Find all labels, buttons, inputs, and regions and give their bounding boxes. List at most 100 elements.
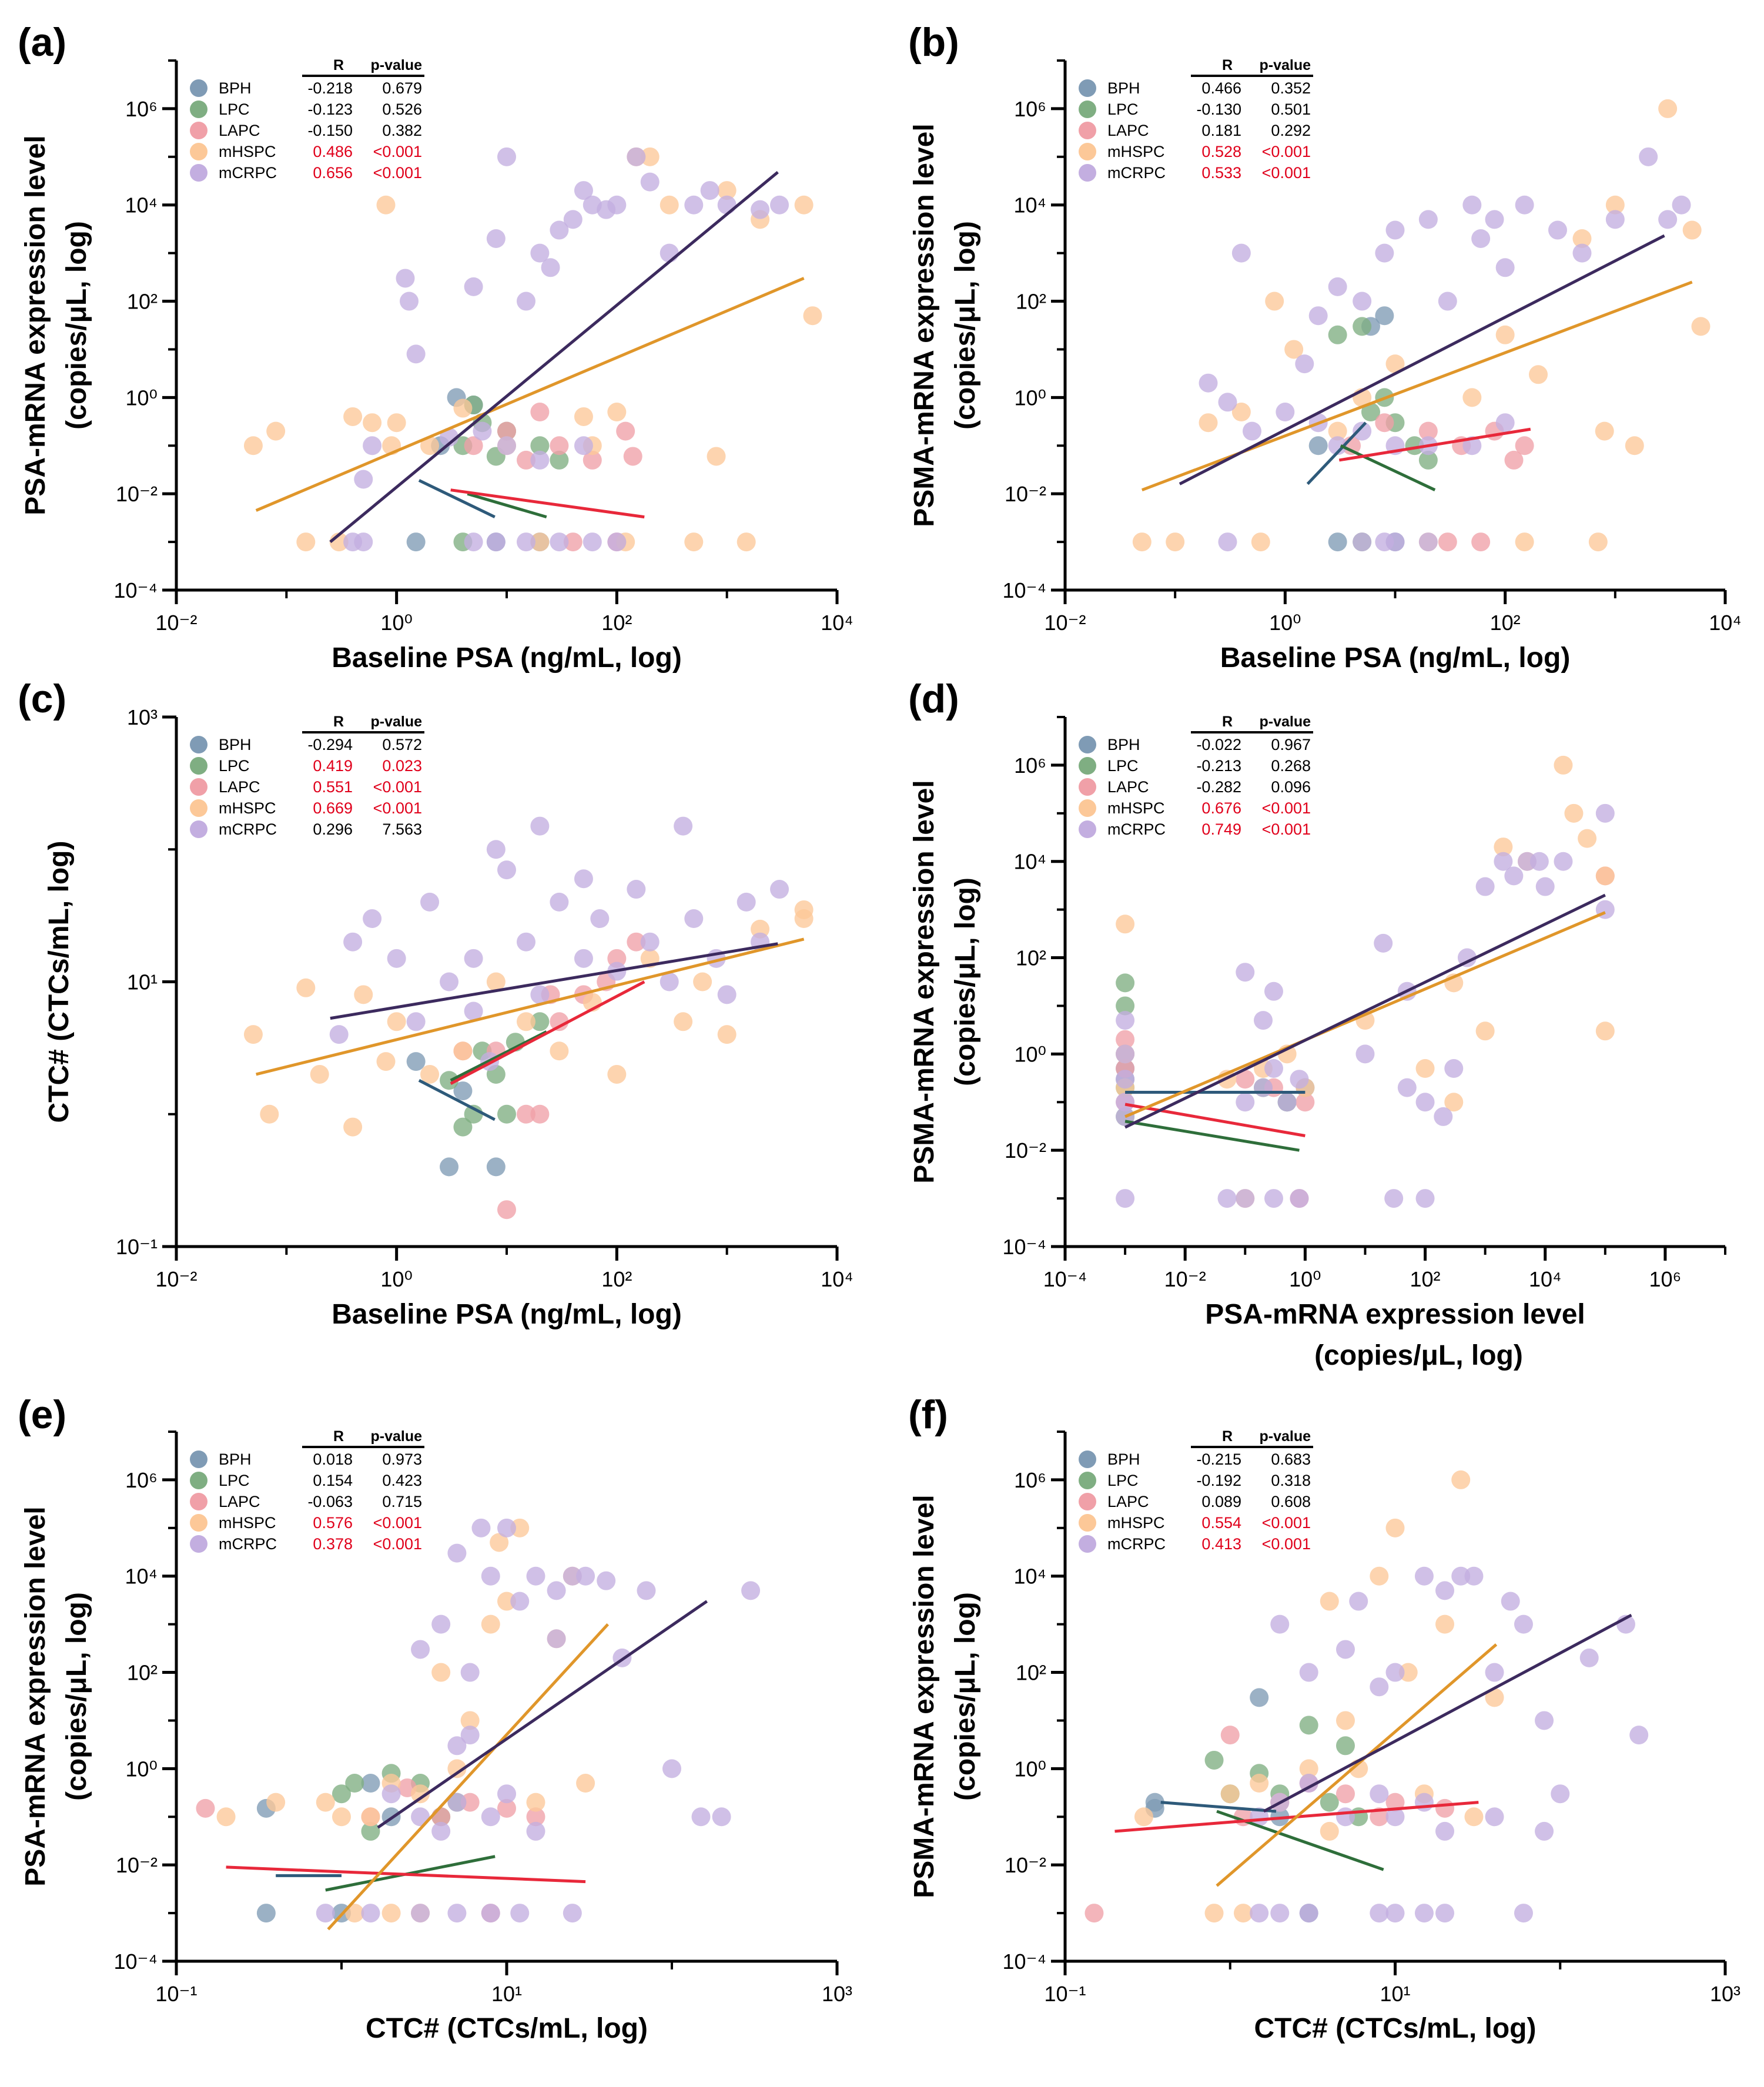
point-LPC — [1116, 996, 1135, 1016]
legend-row-mHSPC: mHSPC 0.554 <0.001 — [1079, 1514, 1311, 1532]
point-mCRPC — [440, 427, 459, 447]
point-mHSPC — [526, 1793, 545, 1812]
point-mHSPC — [1370, 1566, 1389, 1586]
legend-header-r: R — [1222, 57, 1233, 73]
point-LPC — [497, 1104, 516, 1124]
fit-line-LAPC — [450, 488, 645, 519]
x-tick-label: 10⁶ — [1649, 1267, 1681, 1291]
point-mCRPC — [1605, 210, 1625, 229]
point-mHSPC — [516, 1012, 535, 1031]
legend-marker — [190, 1535, 207, 1553]
x-tick-label: 10⁴ — [1709, 611, 1742, 635]
panel-e: 10⁻¹ 10¹ 10³ 10⁻⁴ 10⁻² 10⁰ 10² 10⁴ 10⁶ (e) PSA-mRN… — [18, 1392, 852, 2044]
point-mCRPC — [1579, 1648, 1599, 1667]
y-axis-title: CTC# (CTCs/mL, log) — [43, 841, 75, 1123]
point-LPC — [440, 1071, 459, 1090]
x-tick-label: 10⁰ — [380, 1267, 412, 1291]
point-mCRPC — [1639, 147, 1658, 166]
point-BPH — [1308, 436, 1328, 455]
point-mCRPC — [1295, 354, 1314, 374]
point-mCRPC — [1415, 1189, 1435, 1208]
point-mCRPC — [1355, 1044, 1375, 1064]
point-mCRPC — [1464, 1566, 1484, 1586]
point-mCRPC — [1548, 220, 1567, 240]
legend-p-value: 0.572 — [382, 736, 422, 753]
point-mHSPC — [530, 532, 550, 552]
point-mCRPC — [1572, 243, 1592, 263]
point-mCRPC — [464, 277, 483, 296]
legend-series-name: BPH — [1107, 79, 1140, 97]
point-mCRPC — [1349, 1592, 1368, 1611]
point-mCRPC — [684, 195, 704, 215]
point-mCRPC — [700, 181, 719, 200]
legend-series-name: mCRPC — [1107, 1535, 1166, 1553]
legend-series-name: BPH — [219, 736, 252, 753]
x-tick-label: 10² — [1490, 611, 1521, 635]
point-mHSPC — [1462, 388, 1482, 407]
point-mHSPC — [1691, 317, 1711, 336]
point-mCRPC — [530, 985, 550, 1004]
point-mCRPC — [640, 172, 660, 192]
point-mCRPC — [550, 532, 569, 552]
y-tick-label: 10⁰ — [1015, 1042, 1046, 1066]
legend-p-value: 7.563 — [382, 820, 422, 838]
point-LPC — [1204, 1750, 1224, 1770]
point-mCRPC — [1199, 373, 1218, 393]
point-mCRPC — [1385, 1807, 1405, 1827]
point-mHSPC — [460, 1711, 480, 1730]
point-mCRPC — [583, 195, 602, 215]
legend-row-LPC: LPC -0.123 0.526 — [190, 101, 422, 118]
point-mCRPC — [590, 909, 610, 929]
legend-marker — [190, 757, 207, 775]
legend-row-BPH: BPH 0.018 0.973 — [190, 1450, 422, 1468]
legend-p-value: <0.001 — [373, 1535, 422, 1553]
point-mCRPC — [1495, 258, 1515, 277]
point-mCRPC — [1658, 210, 1678, 229]
legend-r-value: 0.419 — [313, 757, 353, 775]
x-tick-label: 10⁻² — [1044, 611, 1086, 635]
point-mCRPC — [1435, 1821, 1455, 1841]
point-mCRPC — [1535, 1711, 1554, 1730]
legend-p-value: 0.318 — [1271, 1472, 1311, 1489]
point-mCRPC — [530, 243, 550, 263]
legend-series-name: LAPC — [1107, 778, 1149, 796]
point-mHSPC — [1595, 1021, 1615, 1041]
point-mHSPC — [1595, 866, 1615, 886]
legend-row-mHSPC: mHSPC 0.528 <0.001 — [1079, 143, 1311, 160]
legend-p-value: 0.352 — [1271, 79, 1311, 97]
point-mCRPC — [1353, 532, 1372, 552]
point-mCRPC — [447, 1904, 467, 1923]
point-LAPC — [1515, 436, 1534, 455]
point-LPC — [332, 1784, 351, 1804]
point-mCRPC — [464, 532, 483, 552]
legend-row-LAPC: LAPC 0.181 0.292 — [1079, 122, 1311, 139]
legend-series-name: mHSPC — [219, 143, 276, 160]
point-mCRPC — [530, 816, 550, 836]
point-mHSPC — [411, 1784, 430, 1804]
point-mHSPC — [310, 1064, 329, 1084]
point-mCRPC — [674, 816, 693, 836]
point-mCRPC — [460, 1663, 480, 1682]
point-mHSPC — [1284, 340, 1304, 359]
point-mCRPC — [1254, 1078, 1273, 1097]
point-mCRPC — [574, 949, 593, 968]
legend-row-LPC: LPC -0.192 0.318 — [1079, 1472, 1311, 1489]
legend-marker — [190, 1472, 207, 1489]
point-mHSPC — [1494, 838, 1513, 857]
legend-header-r: R — [1222, 713, 1233, 730]
legend-series-name: BPH — [1107, 1450, 1140, 1468]
x-tick-label: 10⁰ — [380, 611, 412, 635]
point-mCRPC — [751, 200, 770, 219]
y-axis-title: PSMA-mRNA expression level — [909, 123, 940, 527]
legend-series-name: mHSPC — [219, 1514, 276, 1532]
point-mHSPC — [1166, 532, 1185, 552]
fit-line-mCRPC — [1124, 893, 1606, 1129]
legend-marker — [1079, 1450, 1096, 1468]
legend-p-value: <0.001 — [1262, 1514, 1311, 1532]
point-mCRPC — [1116, 1011, 1135, 1030]
legend-header-r: R — [333, 713, 344, 730]
point-mCRPC — [464, 1001, 483, 1021]
point-BPH — [361, 1774, 380, 1793]
point-mHSPC — [481, 1614, 500, 1634]
